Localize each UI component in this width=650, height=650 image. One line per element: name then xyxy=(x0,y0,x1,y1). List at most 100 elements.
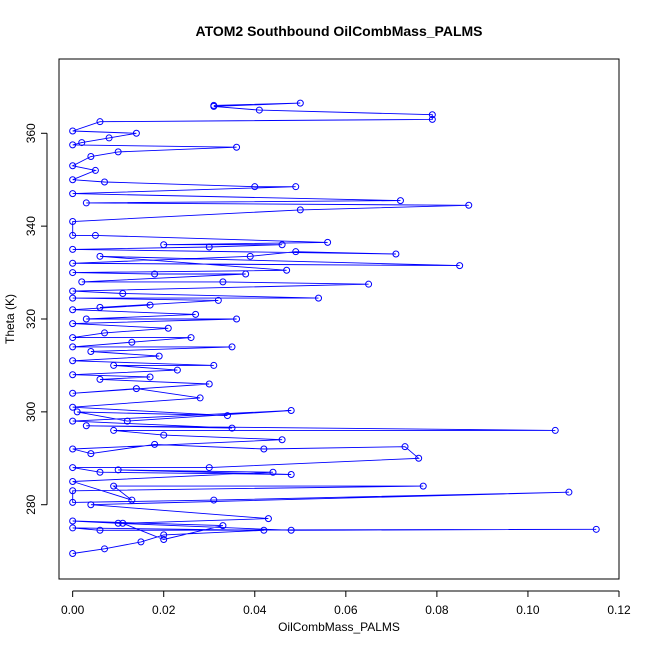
data-point xyxy=(96,303,104,311)
y-tick-label: 280 xyxy=(24,494,38,514)
data-point xyxy=(233,143,241,151)
data-point xyxy=(251,183,259,191)
data-point xyxy=(401,443,409,451)
data-point xyxy=(119,519,127,527)
data-point xyxy=(101,178,109,186)
data-point xyxy=(260,445,268,453)
data-point xyxy=(69,306,77,314)
data-point xyxy=(87,450,95,458)
data-point xyxy=(210,361,218,369)
data-point xyxy=(137,538,145,546)
data-point xyxy=(105,134,113,142)
data-point xyxy=(146,373,154,381)
data-point xyxy=(292,183,300,191)
data-point xyxy=(428,115,436,123)
data-point xyxy=(96,118,104,126)
data-point xyxy=(82,315,90,323)
data-point xyxy=(96,526,104,534)
data-point xyxy=(260,526,268,534)
x-tick-label: 0.08 xyxy=(425,603,449,617)
data-point xyxy=(96,468,104,476)
data-point xyxy=(214,296,222,304)
data-point xyxy=(228,343,236,351)
data-point xyxy=(278,241,286,249)
data-point xyxy=(151,440,159,448)
plot-frame xyxy=(58,58,620,580)
data-point xyxy=(101,545,109,553)
y-tick-label: 340 xyxy=(24,216,38,236)
data-point xyxy=(69,269,77,277)
series-line xyxy=(71,102,597,554)
data-point xyxy=(78,139,86,147)
data-point xyxy=(219,278,227,286)
data-point xyxy=(264,515,272,523)
data-point xyxy=(210,496,218,504)
data-point xyxy=(269,468,277,476)
data-point xyxy=(365,280,373,288)
data-point xyxy=(114,466,122,474)
data-point xyxy=(278,436,286,444)
data-point xyxy=(87,348,95,355)
data-point xyxy=(69,357,77,365)
data-point xyxy=(110,361,118,369)
data-point xyxy=(187,334,195,342)
data-point xyxy=(69,464,77,472)
data-point xyxy=(164,324,172,332)
data-point xyxy=(296,99,304,107)
data-point xyxy=(69,231,77,239)
data-point xyxy=(69,190,77,198)
data-point xyxy=(296,206,304,214)
data-point xyxy=(82,199,90,207)
x-tick-label: 0.04 xyxy=(243,603,267,617)
data-point xyxy=(69,334,77,342)
data-point xyxy=(69,343,77,351)
data-point xyxy=(69,549,77,557)
data-point xyxy=(69,141,77,149)
data-point xyxy=(69,320,77,328)
data-point xyxy=(146,301,154,309)
data-point xyxy=(255,106,263,114)
data-point xyxy=(69,524,77,532)
data-point xyxy=(456,262,464,270)
data-point xyxy=(287,406,295,414)
data-point xyxy=(114,519,122,527)
data-point xyxy=(151,270,159,278)
data-point xyxy=(69,389,77,397)
data-point xyxy=(96,252,104,260)
data-point xyxy=(242,270,250,278)
data-point xyxy=(82,422,90,430)
data-point xyxy=(192,310,200,318)
x-axis-label: OilCombMass_PALMS xyxy=(278,620,400,634)
chart-title: ATOM2 Southbound OilCombMass_PALMS xyxy=(196,23,483,39)
data-point xyxy=(69,294,77,302)
data-point xyxy=(132,385,140,393)
y-tick-label: 320 xyxy=(24,309,38,329)
data-point xyxy=(73,408,81,416)
data-point xyxy=(173,366,181,374)
data-point xyxy=(160,431,168,439)
data-point xyxy=(78,278,86,286)
data-point xyxy=(233,315,241,323)
data-point xyxy=(396,197,404,205)
data-point xyxy=(160,536,168,544)
x-tick-label: 0.02 xyxy=(152,603,176,617)
data-point xyxy=(155,352,163,360)
data-point xyxy=(69,403,77,411)
data-point xyxy=(69,371,77,379)
data-point xyxy=(69,417,77,425)
data-point xyxy=(287,526,295,534)
data-point xyxy=(196,394,204,402)
x-tick-label: 0.00 xyxy=(61,603,85,617)
data-point xyxy=(69,287,77,295)
data-point xyxy=(69,127,77,135)
data-point xyxy=(415,454,423,462)
y-tick-label: 300 xyxy=(24,402,38,422)
data-point xyxy=(128,496,136,504)
data-point xyxy=(132,129,140,137)
data-point xyxy=(324,238,332,246)
data-point xyxy=(428,111,436,119)
data-point xyxy=(69,259,77,267)
data-point xyxy=(283,266,291,274)
data-point xyxy=(565,488,573,496)
data-point xyxy=(205,243,213,251)
